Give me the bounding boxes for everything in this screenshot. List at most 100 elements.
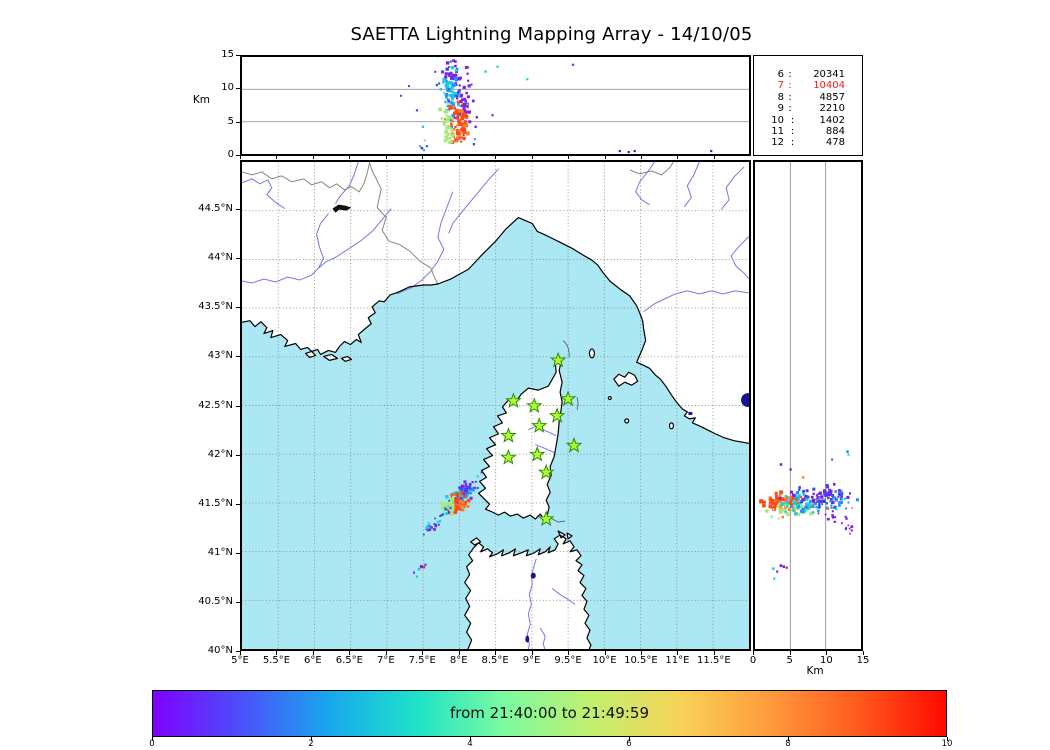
station-count-row: 6: 20341 — [764, 69, 862, 80]
lightning-source-point — [453, 77, 458, 81]
lightning-source-point — [815, 506, 818, 509]
lma-station-star — [530, 417, 548, 433]
lightning-source-point — [466, 66, 469, 69]
tick-mark — [458, 651, 460, 655]
lightning-source-point — [434, 70, 437, 73]
lightning-source-point — [468, 485, 471, 489]
lightning-source-point — [444, 130, 449, 134]
lightning-source-point — [458, 90, 462, 94]
lightning-source-point — [784, 494, 788, 498]
lightning-source-point — [461, 501, 465, 505]
top-panel-ylabel: Km — [192, 94, 210, 106]
lightning-source-point — [449, 507, 452, 510]
station-count-value: 478 — [825, 137, 845, 149]
sardinia-stroke — [464, 534, 592, 649]
lake-omodeo — [525, 635, 530, 643]
lightning-source-point — [453, 94, 456, 97]
montecristo-island-stroke — [624, 418, 630, 424]
colorbar-tick-label: 0 — [149, 739, 155, 749]
lma-station-star — [565, 436, 583, 453]
lightning-source-point — [445, 495, 449, 499]
lma-station-stars — [500, 351, 583, 527]
lightning-source-point — [526, 78, 529, 81]
tick-mark — [568, 651, 570, 655]
lma-station-star — [537, 463, 555, 480]
lightning-source-point — [435, 83, 438, 87]
river-durance — [242, 162, 359, 284]
lightning-source-point — [843, 497, 847, 501]
lightning-source-point — [796, 512, 801, 517]
lightning-source-point — [427, 522, 430, 525]
top-ytick-label: 10 — [221, 82, 234, 94]
lightning-source-point — [451, 88, 454, 90]
lightning-source-point — [456, 100, 460, 104]
lightning-source-point — [804, 494, 808, 498]
lon-tick-label: 9°E — [522, 655, 541, 666]
colorbar-tick-label: 10 — [941, 739, 953, 749]
lightning-source-point — [428, 528, 431, 532]
lightning-source-point — [461, 131, 465, 135]
lightning-source-point — [780, 507, 785, 511]
lightning-source-point — [824, 513, 827, 516]
lightning-source-point — [419, 565, 424, 569]
tick-mark — [677, 155, 679, 159]
lightning-source-point — [840, 497, 843, 500]
lightning-source-point — [452, 127, 456, 131]
lightning-source-point — [496, 65, 499, 68]
lightning-source-point — [462, 85, 466, 90]
tick-mark — [311, 737, 312, 741]
giglio-island — [669, 422, 674, 429]
lightning-source-point — [469, 492, 472, 495]
lightning-source-point — [412, 571, 415, 574]
lightning-source-point — [464, 487, 468, 491]
lightning-source-point — [449, 512, 454, 516]
station-count-row: 12: 478 — [764, 137, 862, 148]
lightning-source-point — [780, 502, 784, 506]
lightning-source-point — [813, 501, 817, 506]
lightning-source-point — [444, 502, 448, 507]
lightning-source-point — [456, 131, 460, 136]
capraia-island-stroke — [588, 348, 596, 359]
lightning-source-point — [778, 497, 782, 500]
lightning-source-point — [461, 128, 467, 132]
lightning-source-point — [459, 99, 463, 104]
station-count-n: 10 — [771, 114, 784, 126]
lightning-source-point — [787, 497, 790, 500]
top-ytick-label: 0 — [227, 148, 234, 160]
lightning-source-point — [793, 508, 797, 511]
lightning-source-point — [855, 498, 859, 502]
lightning-source-point — [850, 525, 854, 529]
tick-mark — [604, 155, 606, 159]
lightning-source-point — [455, 492, 459, 496]
lightning-source-point — [408, 85, 411, 88]
lightning-source-point — [778, 494, 782, 498]
lightning-source-point — [462, 492, 466, 495]
lightning-source-point — [458, 503, 462, 506]
lightning-source-point — [796, 495, 800, 500]
lightning-source-point — [809, 499, 812, 503]
lightning-source-point — [790, 505, 793, 508]
lat-tick-label: 40.5°N — [198, 595, 233, 607]
tick-mark — [236, 651, 240, 652]
time-window-label: from 21:40:00 to 21:49:59 — [449, 704, 649, 722]
lightning-source-point — [454, 508, 458, 511]
lightning-source-point — [452, 84, 456, 88]
lightning-source-point — [462, 137, 466, 141]
lightning-source-point — [439, 88, 443, 91]
tick-mark — [713, 651, 715, 655]
maritime-line — [576, 396, 579, 411]
lightning-source-point — [840, 501, 844, 504]
lightning-source-point — [447, 118, 452, 122]
lightning-source-point — [829, 491, 833, 495]
lightning-source-point — [466, 105, 469, 109]
lightning-source-point — [469, 496, 473, 500]
lightning-source-point — [804, 505, 808, 509]
river-po-tributary — [635, 162, 655, 206]
lightning-source-point — [463, 489, 467, 492]
lightning-source-point — [792, 499, 795, 502]
lightning-source-point — [454, 137, 459, 142]
giglio-island-stroke — [668, 422, 675, 430]
lightning-source-point — [826, 507, 830, 510]
lightning-source-point — [829, 500, 832, 503]
top-panel-plot — [242, 57, 749, 154]
